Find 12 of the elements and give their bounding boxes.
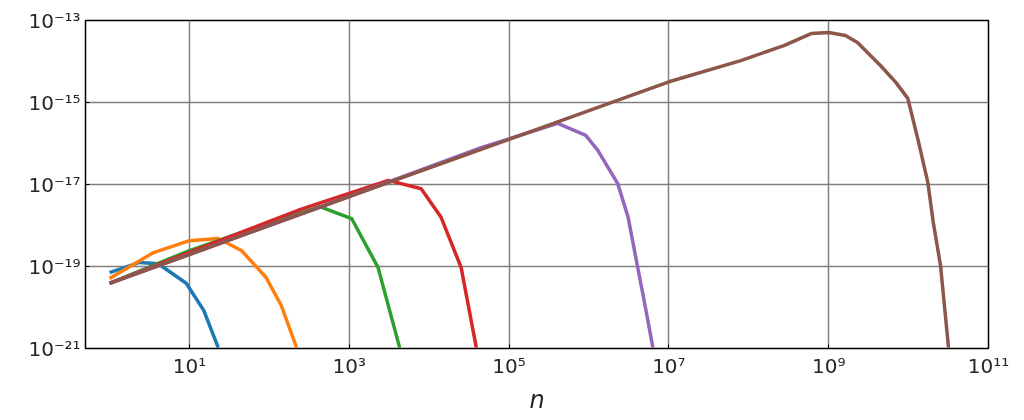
x-tick-label: 10¹¹ [967,353,1010,378]
x-tick-label: 10⁷ [652,353,686,378]
x-axis-title: n [529,385,545,414]
y-tick-label: 10⁻¹³ [28,8,81,33]
y-tick-label: 10⁻²¹ [28,336,81,361]
x-tick-label: 10¹ [172,353,207,378]
x-tick-label: 10³ [332,353,366,378]
y-tick-label: 10⁻¹⁵ [28,90,81,115]
x-tick-label: 10⁵ [492,353,526,378]
y-tick-label: 10⁻¹⁹ [28,254,81,279]
y-tick-label: 10⁻¹⁷ [28,172,81,197]
x-tick-label: 10⁹ [811,353,846,378]
